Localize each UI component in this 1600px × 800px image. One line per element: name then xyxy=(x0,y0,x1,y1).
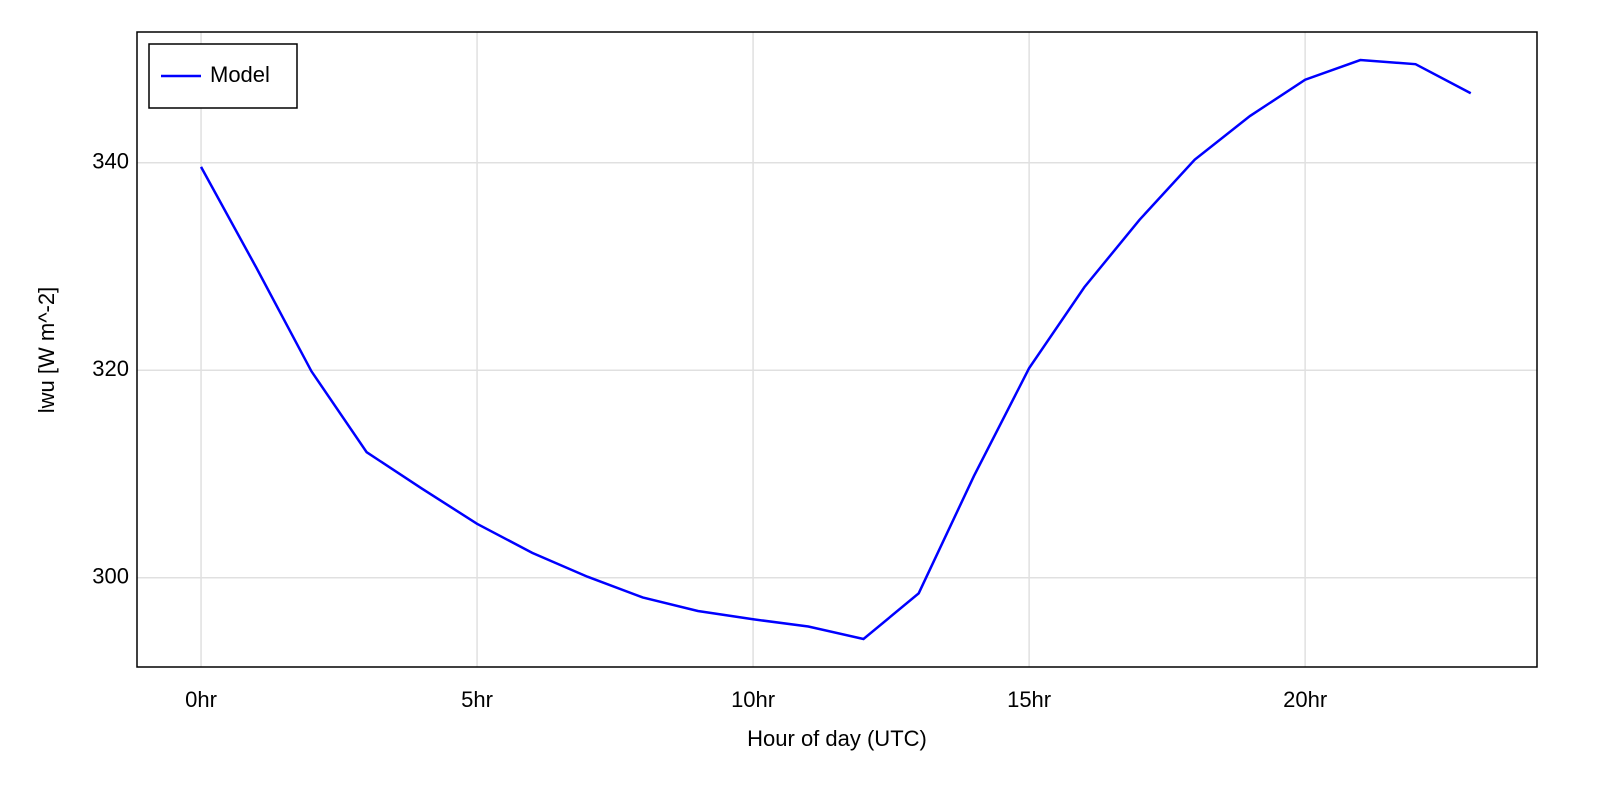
y-tick-label: 340 xyxy=(92,149,129,174)
plot-frame xyxy=(136,31,1538,668)
x-tick-label: 5hr xyxy=(461,687,493,712)
data-line xyxy=(199,58,1472,641)
x-tick-label: 20hr xyxy=(1283,687,1327,712)
x-axis-label: Hour of day (UTC) xyxy=(747,726,927,751)
y-tick-label: 320 xyxy=(92,356,129,381)
legend-label: Model xyxy=(210,62,270,87)
y-axis-label: lwu [W m^-2] xyxy=(34,287,59,413)
y-tick-label: 300 xyxy=(92,564,129,589)
x-tick-label: 15hr xyxy=(1007,687,1051,712)
x-tick-label: 10hr xyxy=(731,687,775,712)
x-tick-label: 0hr xyxy=(185,687,217,712)
